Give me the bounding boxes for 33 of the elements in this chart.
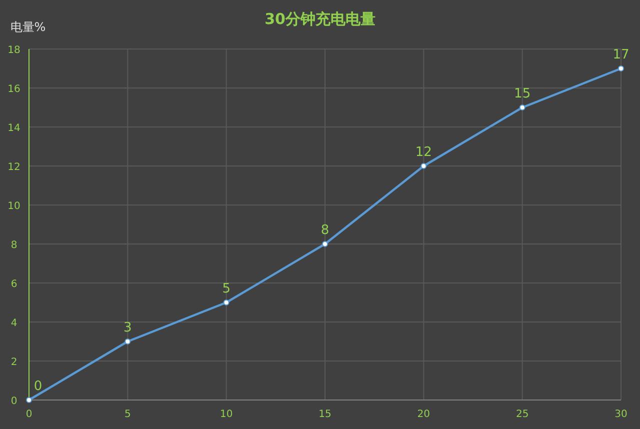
data-label: 3 bbox=[124, 320, 132, 336]
y-tick-label: 14 bbox=[8, 123, 20, 134]
x-tick-label: 10 bbox=[220, 409, 233, 420]
y-tick-label: 0 bbox=[10, 396, 18, 407]
point bbox=[223, 300, 230, 306]
point bbox=[420, 163, 427, 169]
chart-title: 30分钟充电电量 bbox=[264, 10, 376, 28]
y-tick-label: 2 bbox=[10, 357, 18, 368]
y-tick-label: 10 bbox=[8, 201, 20, 212]
data-label: 8 bbox=[320, 223, 330, 238]
y-tick-label: 4 bbox=[10, 318, 18, 329]
data-label: 0 bbox=[34, 379, 42, 394]
y-tick-label: 8 bbox=[10, 240, 18, 251]
data-label: 5 bbox=[222, 282, 230, 296]
y-axis-title: 电量% bbox=[10, 20, 46, 34]
x-tick-label: 0 bbox=[26, 409, 32, 420]
y-tick-label: 6 bbox=[10, 279, 18, 290]
x-tick-label: 5 bbox=[124, 409, 131, 420]
y-tick-label: 18 bbox=[8, 45, 20, 56]
x-tick-label: 20 bbox=[417, 409, 430, 420]
point bbox=[124, 338, 131, 344]
y-tick-label: 12 bbox=[8, 162, 20, 173]
x-tick-label: 15 bbox=[318, 409, 332, 420]
x-tick-label: 25 bbox=[516, 409, 529, 420]
data-label: 17 bbox=[612, 48, 630, 62]
point bbox=[618, 66, 624, 72]
x-tick-label: 30 bbox=[614, 409, 628, 420]
data-label: 15 bbox=[514, 86, 531, 102]
data-label: 12 bbox=[415, 145, 432, 160]
point bbox=[519, 104, 526, 110]
point bbox=[322, 241, 328, 247]
point bbox=[26, 397, 32, 403]
y-tick-label: 16 bbox=[8, 84, 20, 95]
